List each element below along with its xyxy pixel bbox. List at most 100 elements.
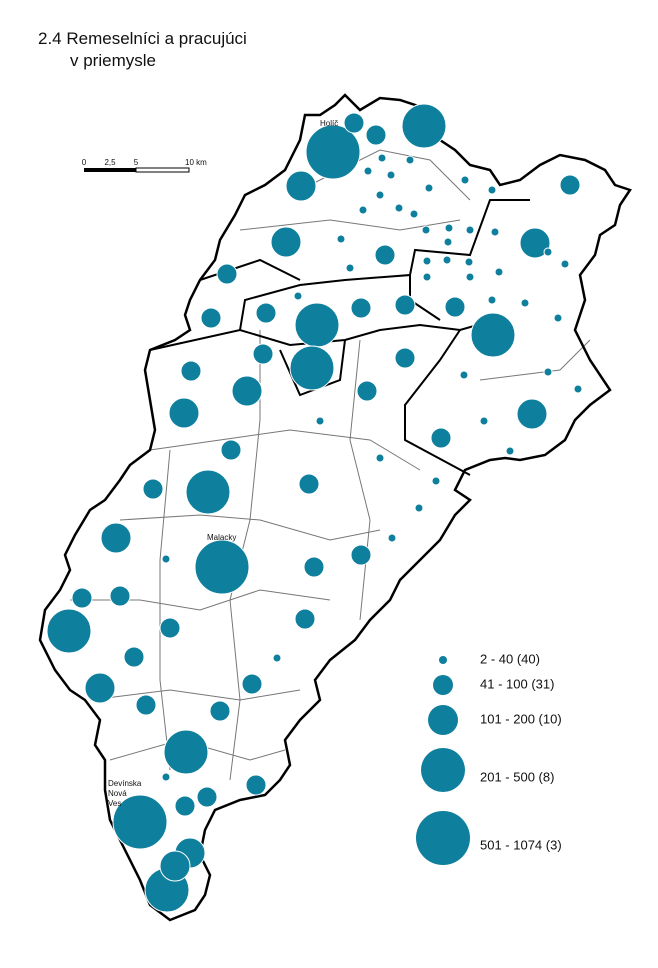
symbol-circle [350, 544, 372, 566]
symbol-circle [424, 183, 434, 193]
title-line: 2.4 Remeselníci a pracujúci [38, 29, 247, 48]
symbol-circle [336, 234, 346, 244]
symbol-circle [350, 297, 372, 319]
symbol-circle [209, 700, 231, 722]
scale-label: 0 [82, 158, 87, 167]
symbol-circle [358, 205, 368, 215]
legend-symbol [433, 675, 453, 695]
symbol-circle [375, 453, 385, 463]
symbol-circle [255, 302, 277, 324]
symbol-circle [343, 112, 365, 134]
scale-bar: 0 2,5 5 10 km [82, 158, 207, 173]
legend-label: 41 - 100 (31) [480, 676, 554, 691]
legend: 2 - 40 (40) 41 - 100 (31) 101 - 200 (10) 20… [416, 651, 562, 865]
district-outline [38, 93, 632, 922]
symbol-circle [494, 267, 504, 277]
symbol-circle [465, 225, 475, 235]
symbol-circle [363, 166, 373, 176]
municipality-border [149, 429, 421, 471]
symbol-circle [543, 247, 553, 257]
legend-label: 101 - 200 (10) [480, 711, 562, 726]
symbol-circle [487, 295, 497, 305]
symbol-circle [490, 227, 500, 237]
symbol-circle [444, 223, 454, 233]
symbol-circle [241, 673, 263, 695]
symbol-circle [443, 237, 453, 247]
symbol-circle [180, 360, 202, 382]
symbol-circle [123, 646, 145, 668]
symbol-circle [464, 257, 474, 267]
symbol-circle [245, 774, 267, 796]
symbol-circle [216, 263, 238, 285]
municipality-border [119, 514, 381, 541]
symbol-circle [270, 226, 302, 258]
symbol-circle [194, 539, 250, 595]
symbol-circle [161, 772, 171, 782]
symbol-circle [315, 416, 325, 426]
municipality-border [89, 689, 301, 701]
symbol-circle [298, 473, 320, 495]
district-border [38, 93, 632, 922]
symbol-circle [365, 124, 387, 146]
legend-label: 2 - 40 (40) [480, 651, 540, 666]
symbol-circle [460, 175, 470, 185]
symbol-circle [442, 255, 452, 265]
symbol-circle [559, 174, 581, 196]
symbol-circle [163, 729, 209, 775]
place-label: Devínska [108, 779, 142, 788]
symbol-circle [159, 850, 191, 882]
symbol-circle [470, 312, 516, 358]
municipality-border [70, 589, 331, 611]
symbol-circle [516, 398, 548, 430]
scale-label: 10 km [185, 158, 207, 167]
symbol-circle [444, 296, 466, 318]
legend-label: 201 - 500 (8) [480, 769, 554, 784]
legend-label: 501 - 1074 (3) [480, 837, 562, 852]
symbol-circle [303, 556, 325, 578]
place-label: Malacky [207, 533, 236, 542]
symbol-circle [394, 203, 404, 213]
symbol-circle [487, 185, 497, 195]
scale-label: 5 [134, 158, 139, 167]
symbol-circle [553, 313, 563, 323]
symbol-circle [200, 307, 222, 329]
legend-symbol [421, 748, 465, 792]
symbol-circle [100, 522, 132, 554]
symbol-circle [112, 794, 168, 850]
symbol-circle [422, 272, 432, 282]
symbol-circle [573, 384, 583, 394]
district-border [149, 319, 496, 351]
municipality-border [479, 339, 591, 381]
symbol-circle [414, 503, 424, 513]
symbol-circle [305, 124, 361, 180]
symbol-circle [401, 103, 447, 149]
symbol-circle [505, 446, 515, 456]
symbol-circle [386, 170, 396, 180]
symbol-circle [231, 375, 263, 407]
municipality-border [239, 219, 461, 231]
symbol-circle [161, 554, 171, 564]
symbol-circle [252, 343, 274, 365]
municipality-border [109, 739, 286, 761]
municipality-border [159, 449, 171, 771]
symbol-circle [431, 476, 441, 486]
district-border [199, 258, 301, 281]
scale-label: 2,5 [104, 158, 116, 167]
symbol-circle [294, 608, 316, 630]
symbol-circle [46, 608, 92, 654]
symbol-circle [109, 585, 131, 607]
symbol-circle [409, 209, 419, 219]
symbol-circle [405, 155, 415, 165]
symbol-circle [375, 190, 385, 200]
municipality-border [349, 339, 371, 621]
place-label: Holíč [320, 119, 338, 128]
symbol-circle [377, 153, 387, 163]
symbol-circle [294, 302, 340, 348]
symbol-circle [174, 795, 196, 817]
symbol-circle [543, 367, 553, 377]
legend-symbol [428, 705, 458, 735]
symbol-circle [71, 587, 93, 609]
symbol-circle [285, 170, 317, 202]
symbol-circle [387, 533, 397, 543]
